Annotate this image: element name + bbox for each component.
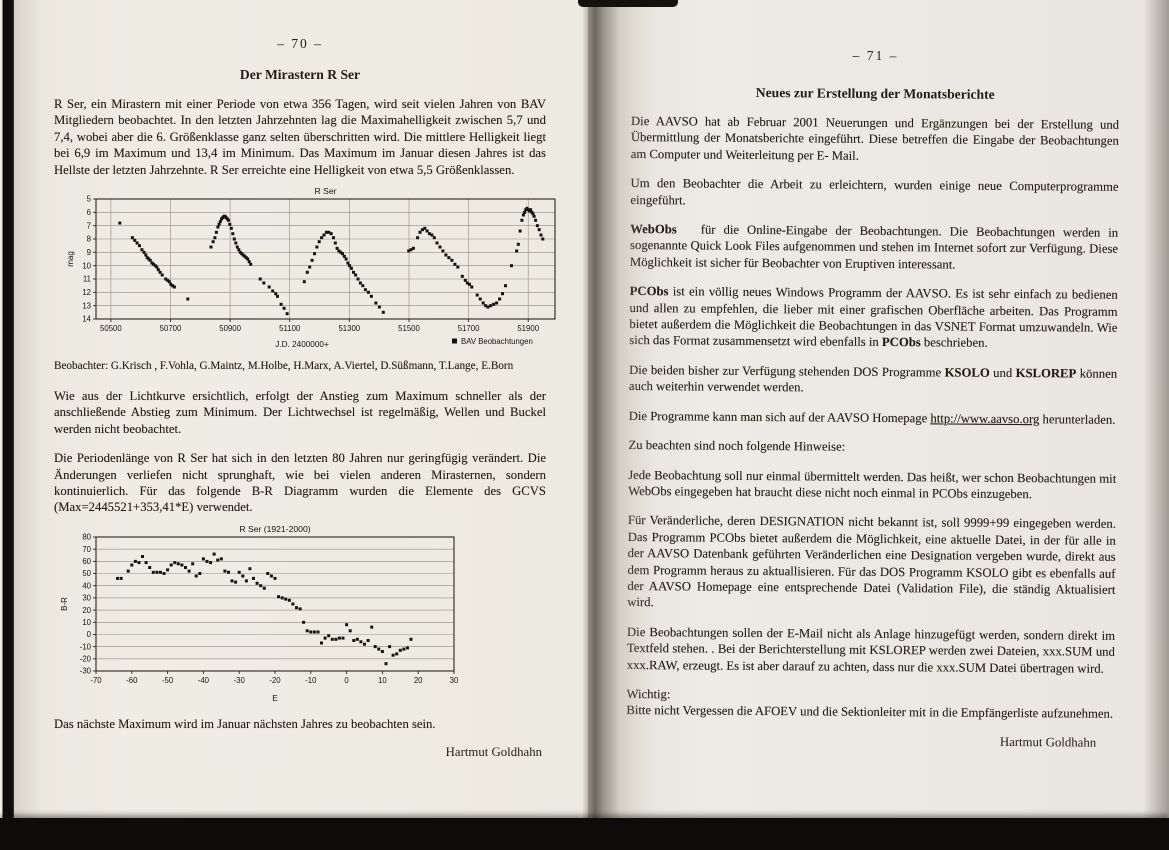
paragraph: Die Programme kann man sich auf der AAVS… xyxy=(628,408,1116,427)
book-fold-top-shadow xyxy=(578,0,678,7)
svg-text:10: 10 xyxy=(378,676,387,685)
svg-text:-10: -10 xyxy=(305,676,317,685)
svg-text:51900: 51900 xyxy=(517,324,539,333)
svg-text:30: 30 xyxy=(82,593,91,602)
author-signature: Hartmut Goldhahn xyxy=(999,734,1097,750)
svg-text:E: E xyxy=(272,694,278,703)
svg-text:10: 10 xyxy=(82,261,91,270)
svg-text:5: 5 xyxy=(87,195,92,204)
svg-text:J.D. 2400000+: J.D. 2400000+ xyxy=(275,340,329,349)
page-number: – 70 – xyxy=(277,36,323,51)
page-70-content: – 70 – Der Mirastern R Ser R Ser, ein Mi… xyxy=(54,0,556,760)
svg-text:50: 50 xyxy=(82,569,91,578)
svg-text:60: 60 xyxy=(82,557,91,566)
scan-edge-right xyxy=(1143,0,1169,850)
svg-text:-20: -20 xyxy=(269,676,281,685)
svg-text:R Ser: R Ser xyxy=(315,186,337,196)
paragraph: PCObs ist ein völlig neues Windows Progr… xyxy=(629,284,1118,351)
svg-text:50900: 50900 xyxy=(219,324,241,333)
paragraph: Wichtig:Bitte nicht Vergessen die AFOEV … xyxy=(626,687,1114,722)
svg-text:51100: 51100 xyxy=(279,324,301,333)
paragraph: Jede Beobachtung soll nur einmal übermit… xyxy=(628,467,1117,502)
svg-text:-50: -50 xyxy=(162,676,174,685)
svg-text:-30: -30 xyxy=(80,667,92,676)
svg-text:BAV Beobachtungen: BAV Beobachtungen xyxy=(461,337,533,346)
svg-text:40: 40 xyxy=(82,581,91,590)
book-fold-shadow xyxy=(582,0,654,850)
author-signature: Hartmut Goldhahn xyxy=(445,745,542,760)
svg-text:-20: -20 xyxy=(80,654,92,663)
svg-text:10: 10 xyxy=(82,618,91,627)
svg-text:R Ser (1921-2000): R Ser (1921-2000) xyxy=(239,524,310,534)
scan-edge-left xyxy=(0,0,14,850)
svg-text:13: 13 xyxy=(82,301,91,310)
svg-text:80: 80 xyxy=(82,533,91,542)
svg-text:0: 0 xyxy=(87,630,92,639)
light-curve-chart: R Ser 5 6 7 8 9 10 11 12 13 14 50500 50700 50900 51100… xyxy=(62,185,567,355)
paragraph: WebObs für die Online-Eingabe der Beobac… xyxy=(629,222,1119,272)
paragraph: Das nächste Maximum wird im Januar nächs… xyxy=(54,716,436,731)
svg-text:20: 20 xyxy=(414,676,423,685)
svg-text:0: 0 xyxy=(344,676,349,685)
svg-text:20: 20 xyxy=(82,606,91,615)
svg-text:50500: 50500 xyxy=(100,324,122,333)
page-70: – 70 – Der Mirastern R Ser R Ser, ein Mi… xyxy=(14,0,588,818)
aavso-homepage-url: http://www.aavso.org xyxy=(930,411,1040,426)
svg-text:9: 9 xyxy=(87,248,91,257)
paragraph: Die AAVSO hat ab Februar 2001 Neuerungen… xyxy=(630,113,1120,163)
observers-line: Beobachter: G.Krisch , F.Vohla, G.Maintz… xyxy=(54,360,514,373)
page-71-content: – 71 – Neues zur Erstellung der Monatsbe… xyxy=(626,0,1120,751)
scan-edge-bottom xyxy=(0,818,1169,850)
paragraph: Wie aus der Lichtkurve ersichtlich, erfo… xyxy=(54,389,546,436)
paragraph: Die beiden bisher zur Verfügung stehende… xyxy=(628,362,1118,395)
paragraph: Für Veränderliche, deren DESIGNATION nic… xyxy=(627,513,1116,609)
svg-text:B-R: B-R xyxy=(60,597,69,611)
svg-text:8: 8 xyxy=(87,235,91,244)
svg-text:6: 6 xyxy=(87,208,91,217)
page-number: – 71 – xyxy=(852,47,899,64)
svg-text:14: 14 xyxy=(82,315,91,324)
svg-text:51700: 51700 xyxy=(458,324,480,333)
svg-text:51500: 51500 xyxy=(398,324,420,333)
paragraph: Um den Beobachter die Arbeit zu erleicht… xyxy=(630,176,1119,208)
svg-text:-60: -60 xyxy=(126,676,138,685)
svg-text:-30: -30 xyxy=(234,676,246,685)
svg-text:-70: -70 xyxy=(90,676,102,685)
svg-text:12: 12 xyxy=(82,288,91,297)
paragraph: Die Beobachtungen sollen der E-Mail nich… xyxy=(626,624,1116,676)
page-71-body: Die AAVSO hat ab Februar 2001 Neuerungen… xyxy=(626,113,1119,723)
paragraph: Zu beachten sind noch folgende Hinweise: xyxy=(628,438,846,454)
article-title: Neues zur Erstellung der Monatsberichte xyxy=(755,84,995,102)
svg-text:11: 11 xyxy=(83,275,91,284)
paragraph: Die Periodenlänge von R Ser hat sich in … xyxy=(54,451,546,515)
svg-text:-10: -10 xyxy=(80,642,92,651)
b-r-diagram-chart: R Ser (1921-2000) -30 -20 -10 0 10 20 30 40 50 60 7… xyxy=(56,523,468,709)
page-71: – 71 – Neues zur Erstellung der Monatsbe… xyxy=(588,0,1169,818)
paragraph: R Ser, ein Mirastern mit einer Periode v… xyxy=(54,97,546,177)
article-title: Der Mirastern R Ser xyxy=(239,67,361,82)
svg-text:-40: -40 xyxy=(198,676,210,685)
svg-text:51300: 51300 xyxy=(338,324,360,333)
svg-text:30: 30 xyxy=(450,676,459,685)
svg-text:70: 70 xyxy=(82,545,91,554)
svg-text:mag: mag xyxy=(66,251,75,267)
svg-text:50700: 50700 xyxy=(160,324,182,333)
svg-text:7: 7 xyxy=(87,221,91,230)
